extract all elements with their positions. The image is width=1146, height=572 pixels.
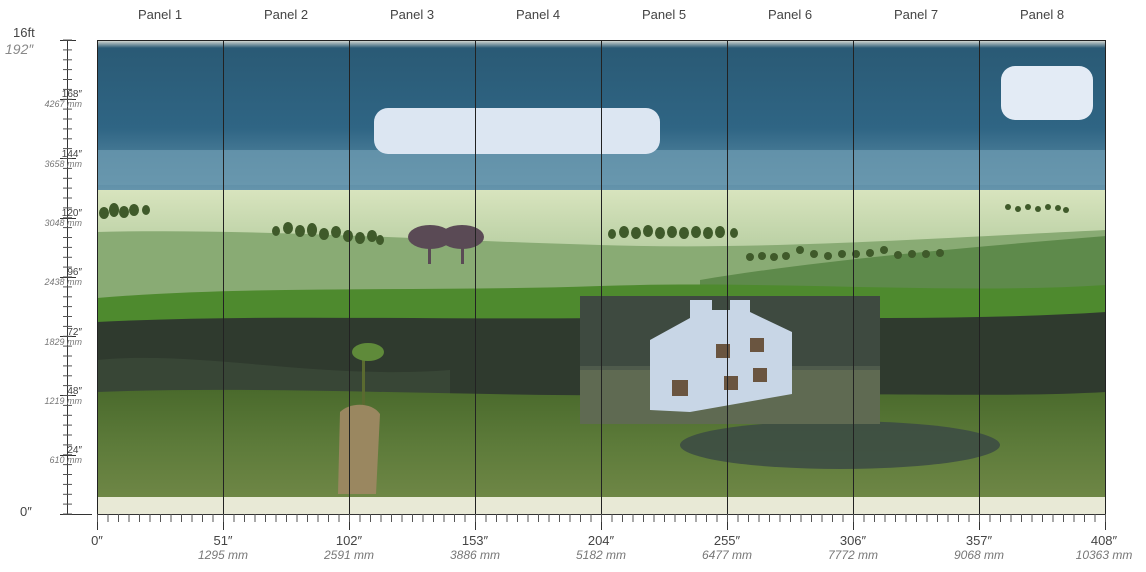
h-mark: 204″ 5182 mm bbox=[575, 533, 627, 562]
v-mark: 120″ 3048 mm bbox=[44, 208, 82, 228]
panel-label-6: Panel 6 bbox=[767, 7, 813, 22]
panel-label-1: Panel 1 bbox=[137, 7, 183, 22]
v-mark: 72″ 1829 mm bbox=[44, 327, 82, 347]
shrubs bbox=[99, 203, 1069, 261]
scale-top-feet: 16ft bbox=[13, 25, 35, 40]
house-window bbox=[750, 338, 764, 352]
cloud-long bbox=[374, 108, 660, 154]
house-window bbox=[716, 344, 730, 358]
h-mark: 306″ 7772 mm bbox=[827, 533, 879, 562]
v-mark: 168″ 4267 mm bbox=[44, 89, 82, 109]
v-mark: 24″ 610 mm bbox=[49, 445, 82, 465]
h-mark: 51″ 1295 mm bbox=[197, 533, 249, 562]
sapling-stem bbox=[362, 350, 365, 410]
scale-zero: 0″ bbox=[20, 504, 32, 519]
house-window bbox=[672, 380, 688, 396]
h-mark: 255″ 6477 mm bbox=[701, 533, 753, 562]
house-window bbox=[753, 368, 767, 382]
scale-top-inches: 192″ bbox=[5, 41, 34, 57]
panel-label-7: Panel 7 bbox=[893, 7, 939, 22]
panel-label-5: Panel 5 bbox=[641, 7, 687, 22]
vertical-ruler-minor-ticks bbox=[63, 39, 72, 515]
panel-label-8: Panel 8 bbox=[1019, 7, 1065, 22]
h-mark: 102″ 2591 mm bbox=[323, 533, 375, 562]
hills-right bbox=[700, 236, 1106, 300]
house-window bbox=[724, 376, 738, 390]
panel-label-4: Panel 4 bbox=[515, 7, 561, 22]
sapling-leaves bbox=[352, 343, 384, 361]
h-mark: 408″ 10363 mm bbox=[1075, 533, 1133, 562]
pine-trees bbox=[408, 225, 484, 264]
h-mark: 153″ 3886 mm bbox=[449, 533, 501, 562]
v-mark: 96″ 2438 mm bbox=[44, 267, 82, 287]
forest-shadow bbox=[97, 357, 450, 400]
panel-label-2: Panel 2 bbox=[263, 7, 309, 22]
h-mark: 0″ bbox=[91, 533, 103, 548]
panel-label-3: Panel 3 bbox=[389, 7, 435, 22]
pond bbox=[680, 421, 1000, 469]
v-mark: 48″ 1219 mm bbox=[44, 386, 82, 406]
cloud-small bbox=[1001, 66, 1093, 120]
h-mark: 357″ 9068 mm bbox=[953, 533, 1005, 562]
v-mark: 144″ 3658 mm bbox=[44, 149, 82, 169]
panel-dividers bbox=[223, 40, 980, 514]
horizontal-ruler-minor-ticks bbox=[97, 514, 1106, 522]
tree-stump bbox=[338, 404, 380, 494]
